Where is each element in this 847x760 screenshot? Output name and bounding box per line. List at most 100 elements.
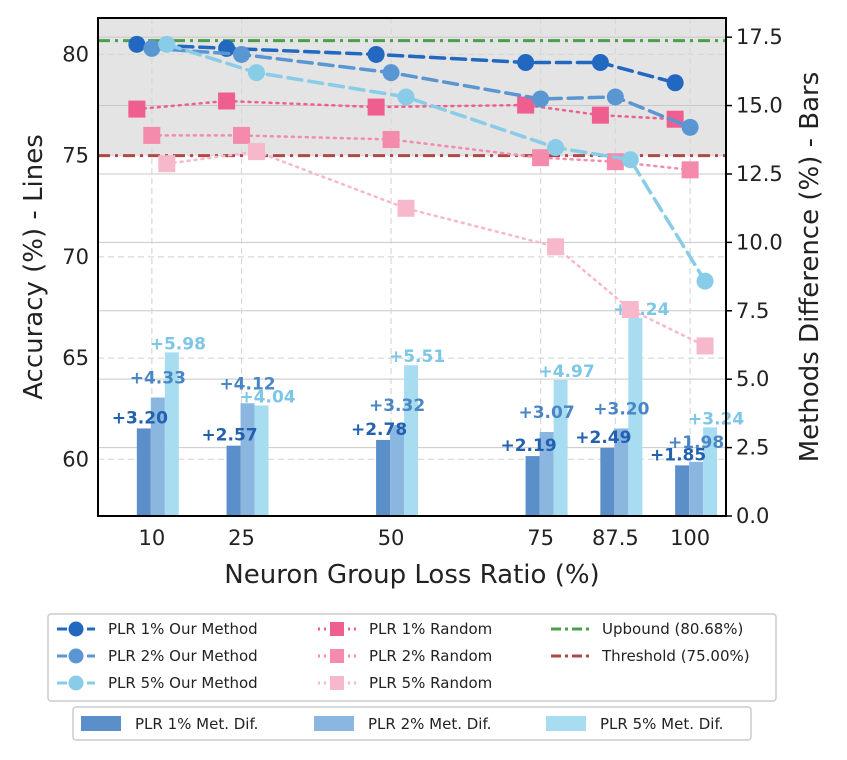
line-marker-0-87.5 bbox=[591, 54, 609, 72]
legend-label: PLR 5% Our Method bbox=[108, 674, 258, 692]
legend-label: PLR 1% Our Method bbox=[108, 620, 258, 638]
bar-value-label: +1.85 bbox=[650, 445, 706, 465]
reference-lines bbox=[98, 39, 726, 158]
line-marker-2-10 bbox=[158, 35, 176, 53]
plot-frame bbox=[97, 17, 727, 517]
bar-plr1-50 bbox=[390, 425, 405, 516]
legend-swatch-marker-5 bbox=[330, 676, 344, 690]
legend-lines-box bbox=[47, 613, 777, 702]
right-tick-label: 7.5 bbox=[736, 299, 769, 323]
bar-plr2-100 bbox=[703, 427, 718, 516]
legend-label: PLR 5% Random bbox=[369, 674, 492, 692]
line-marker-2-50 bbox=[397, 88, 415, 106]
line-marker-5-50 bbox=[397, 199, 415, 217]
bar-plr2-87.5 bbox=[628, 317, 643, 516]
line-marker-0-100 bbox=[666, 74, 684, 92]
line-marker-4-100 bbox=[681, 161, 699, 179]
line-marker-4-10 bbox=[143, 126, 161, 144]
legend-bar-swatch-2 bbox=[546, 716, 586, 731]
bar-value-label: +3.20 bbox=[593, 399, 649, 419]
plot-background bbox=[98, 18, 726, 156]
left-tick-label: 80 bbox=[62, 42, 89, 66]
bar-plr1-100 bbox=[689, 461, 704, 516]
bar-plr2-75 bbox=[553, 380, 568, 516]
bar-plr0-10 bbox=[136, 428, 151, 516]
plot-border bbox=[97, 17, 727, 517]
bar-plr0-50 bbox=[376, 439, 391, 516]
shaded-region bbox=[98, 18, 726, 156]
right-tick-label: 5.0 bbox=[736, 367, 769, 391]
bar-value-label: +4.12 bbox=[219, 374, 275, 394]
line-series-3 bbox=[135, 99, 677, 121]
bar-value-label: +2.78 bbox=[351, 420, 407, 440]
bar-plr0-87.5 bbox=[600, 447, 615, 516]
left-tick-label: 75 bbox=[62, 144, 89, 168]
line-marker-3-50 bbox=[367, 98, 385, 116]
bar-value-label: +4.04 bbox=[239, 387, 295, 407]
x-tick-label: 75 bbox=[527, 526, 554, 550]
right-tick-label: 17.5 bbox=[736, 25, 783, 49]
bar-plr1-75 bbox=[539, 431, 554, 516]
line-marker-4-50 bbox=[382, 130, 400, 148]
bar-plr1-25 bbox=[240, 403, 255, 516]
line-marker-2-25 bbox=[247, 64, 265, 82]
bar-series bbox=[136, 317, 718, 516]
line-marker-5-10 bbox=[158, 155, 176, 173]
line-marker-5-100 bbox=[696, 337, 714, 355]
legend-swatch-marker-2 bbox=[68, 675, 84, 691]
left-tick-label: 65 bbox=[62, 346, 89, 370]
x-axis-title: Neuron Group Loss Ratio (%) bbox=[224, 560, 599, 590]
line-marker-4-25 bbox=[233, 126, 251, 144]
legend-bars: PLR 1% Met. Dif. PLR 2% Met. Dif. PLR 5% M… bbox=[72, 706, 752, 741]
line-marker-3-87.5 bbox=[591, 106, 609, 124]
legend-lines: PLR 1% Our Method PLR 2% Our Method PLR 5%… bbox=[47, 613, 777, 702]
legend-label: PLR 1% Random bbox=[369, 620, 492, 638]
x-tick-label: 100 bbox=[670, 526, 710, 550]
bar-value-label: +5.98 bbox=[150, 334, 206, 354]
right-tick-label: 2.5 bbox=[736, 436, 769, 460]
bar-plr1-10 bbox=[150, 397, 165, 516]
bar-value-labels: +3.20 +2.57 +2.78 +2.19 +2.49 +1.85 +4.33 +4.12… bbox=[112, 300, 745, 465]
bar-plr1-87.5 bbox=[614, 428, 629, 516]
legend-bar-swatch-0 bbox=[81, 716, 121, 731]
line-marker-0-75 bbox=[517, 54, 535, 72]
bar-value-label: +3.32 bbox=[369, 396, 425, 416]
bar-value-label: +4.33 bbox=[130, 369, 186, 389]
legend-swatch-marker-3 bbox=[330, 622, 344, 636]
x-tick-label: 10 bbox=[138, 526, 165, 550]
bar-value-label: +4.97 bbox=[538, 362, 594, 382]
left-axis-title: Accuracy (%) - Lines bbox=[19, 134, 49, 400]
legend-swatch-marker-1 bbox=[68, 648, 84, 664]
bar-value-label: +3.20 bbox=[112, 408, 168, 428]
bar-value-label: +2.19 bbox=[500, 436, 556, 456]
line-marker-2-75 bbox=[547, 139, 565, 157]
line-marker-5-87.5 bbox=[621, 301, 639, 319]
line-marker-2-87.5 bbox=[621, 151, 639, 169]
bar-plr0-100 bbox=[675, 465, 690, 516]
legend-label: PLR 1% Met. Dif. bbox=[135, 715, 258, 733]
bar-value-label: +2.49 bbox=[575, 428, 631, 448]
line-marker-1-10 bbox=[143, 39, 161, 57]
right-tick-label: 10.0 bbox=[736, 230, 783, 254]
line-marker-1-87.5 bbox=[606, 88, 624, 106]
bar-value-label: +3.24 bbox=[688, 409, 744, 429]
bar-plr2-25 bbox=[254, 405, 269, 516]
line-series-0 bbox=[135, 42, 677, 85]
axis-ticks: 60 65 70 75 80 0.0 2.5 5.0 7.5 10.0 12.5 15.0 17.5 10… bbox=[62, 25, 783, 550]
line-marker-3-25 bbox=[218, 92, 236, 110]
line-marker-4-75 bbox=[532, 149, 550, 167]
right-tick-label: 0.0 bbox=[736, 504, 769, 528]
bar-value-label: +5.51 bbox=[389, 347, 445, 367]
legend-label: PLR 2% Met. Dif. bbox=[368, 715, 491, 733]
legend-label: Upbound (80.68%) bbox=[602, 620, 743, 638]
line-marker-2-100 bbox=[696, 272, 714, 290]
left-tick-label: 60 bbox=[62, 447, 89, 471]
bar-plr2-10 bbox=[164, 352, 179, 516]
line-marker-1-50 bbox=[382, 64, 400, 82]
right-tick-label: 15.0 bbox=[736, 94, 783, 118]
bar-plr2-50 bbox=[404, 365, 419, 516]
bar-plr0-75 bbox=[525, 456, 540, 516]
line-series bbox=[128, 35, 714, 355]
x-tick-label: 87.5 bbox=[592, 526, 639, 550]
